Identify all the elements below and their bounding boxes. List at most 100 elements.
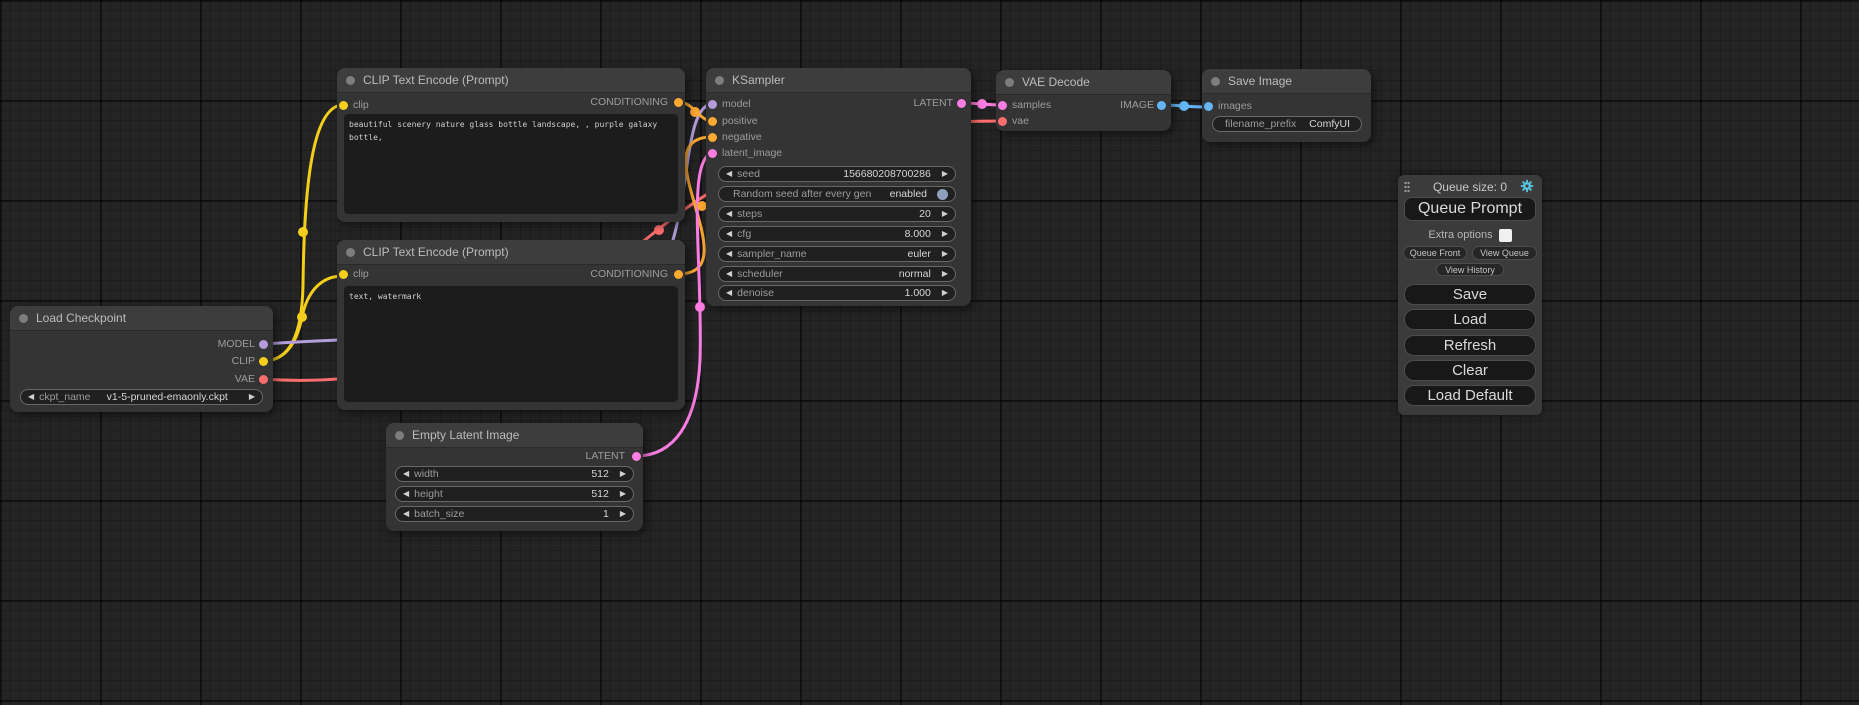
prompt-textarea[interactable]: beautiful scenery nature glass bottle la… xyxy=(344,114,678,214)
arrow-right-icon[interactable]: ▶ xyxy=(941,169,948,178)
widget-random-seed-toggle[interactable]: Random seed after every gen enabled xyxy=(718,186,956,202)
node-collapse-dot[interactable] xyxy=(1211,76,1220,86)
link-midpoint-dot xyxy=(977,99,987,109)
node-title-bar[interactable]: Save Image xyxy=(1202,69,1371,94)
output-port-conditioning[interactable] xyxy=(673,97,683,107)
node-empty-latent-image[interactable]: Empty Latent Image LATENT ◀ width 512 ▶ … xyxy=(386,423,643,531)
node-load-checkpoint[interactable]: Load Checkpoint MODEL CLIP VAE ◀ ckpt_na… xyxy=(10,306,273,412)
view-history-button[interactable]: View History xyxy=(1436,263,1504,276)
node-save-image[interactable]: Save Image images filename_prefix ComfyU… xyxy=(1202,69,1371,142)
widget-height[interactable]: ◀ height 512 ▶ xyxy=(395,486,634,502)
node-title-bar[interactable]: Empty Latent Image xyxy=(386,423,643,448)
input-port-vae[interactable] xyxy=(997,116,1007,126)
queue-prompt-button[interactable]: Queue Prompt xyxy=(1404,197,1536,221)
arrow-right-icon[interactable]: ▶ xyxy=(619,509,626,518)
output-port-conditioning[interactable] xyxy=(673,269,683,279)
prompt-textarea[interactable]: text, watermark xyxy=(344,286,678,402)
queue-panel[interactable]: Queue size: 0 Queue Prompt Extra options… xyxy=(1398,175,1542,415)
widget-value: 1.000 xyxy=(904,287,931,299)
node-title-bar[interactable]: Load Checkpoint xyxy=(10,306,273,331)
arrow-left-icon[interactable]: ◀ xyxy=(403,469,410,478)
load-button[interactable]: Load xyxy=(1404,309,1536,330)
input-port-latent-image[interactable] xyxy=(707,148,717,158)
node-title: Load Checkpoint xyxy=(36,311,127,325)
settings-gear-icon[interactable] xyxy=(1520,179,1534,193)
output-port-image[interactable] xyxy=(1156,100,1166,110)
output-port-vae[interactable] xyxy=(258,374,268,384)
widget-cfg[interactable]: ◀ cfg 8.000 ▶ xyxy=(718,226,956,242)
toggle-knob[interactable] xyxy=(937,188,948,200)
arrow-right-icon[interactable]: ▶ xyxy=(941,288,948,297)
node-title-bar[interactable]: VAE Decode xyxy=(996,70,1171,95)
arrow-left-icon[interactable]: ◀ xyxy=(726,169,733,178)
arrow-left-icon[interactable]: ◀ xyxy=(403,509,410,518)
arrow-right-icon[interactable]: ▶ xyxy=(619,489,626,498)
input-label-model: model xyxy=(722,98,751,110)
node-vae-decode[interactable]: VAE Decode samples vae IMAGE xyxy=(996,70,1171,131)
arrow-left-icon[interactable]: ◀ xyxy=(726,249,733,258)
node-collapse-dot[interactable] xyxy=(346,75,355,85)
clear-button[interactable]: Clear xyxy=(1404,360,1536,381)
node-title: Save Image xyxy=(1228,74,1293,88)
node-ksampler[interactable]: KSampler model positive negative latent_… xyxy=(706,68,971,306)
widget-denoise[interactable]: ◀ denoise 1.000 ▶ xyxy=(718,285,956,301)
arrow-right-icon[interactable]: ▶ xyxy=(941,249,948,258)
save-button[interactable]: Save xyxy=(1404,284,1536,305)
input-port-images[interactable] xyxy=(1203,101,1213,111)
node-clip-text-encode-positive[interactable]: CLIP Text Encode (Prompt) clip CONDITION… xyxy=(337,68,685,222)
extra-options-checkbox[interactable] xyxy=(1498,228,1512,242)
output-label-conditioning: CONDITIONING xyxy=(590,96,668,108)
node-collapse-dot[interactable] xyxy=(395,430,404,440)
node-title-bar[interactable]: CLIP Text Encode (Prompt) xyxy=(337,68,685,93)
widget-sampler-name[interactable]: ◀ sampler_name euler ▶ xyxy=(718,246,956,262)
arrow-right-icon[interactable]: ▶ xyxy=(941,269,948,278)
output-port-latent[interactable] xyxy=(631,451,641,461)
widget-steps[interactable]: ◀ steps 20 ▶ xyxy=(718,206,956,222)
link-midpoint-dot xyxy=(297,312,307,322)
input-port-negative[interactable] xyxy=(707,132,717,142)
arrow-left-icon[interactable]: ◀ xyxy=(726,269,733,278)
input-port-model[interactable] xyxy=(707,99,717,109)
widget-scheduler[interactable]: ◀ scheduler normal ▶ xyxy=(718,266,956,282)
load-default-button[interactable]: Load Default xyxy=(1404,385,1536,406)
arrow-right-icon[interactable]: ▶ xyxy=(941,229,948,238)
output-port-latent[interactable] xyxy=(956,98,966,108)
node-title-bar[interactable]: KSampler xyxy=(706,68,971,93)
widget-width[interactable]: ◀ width 512 ▶ xyxy=(395,466,634,482)
input-label-images: images xyxy=(1218,100,1252,112)
input-port-clip[interactable] xyxy=(338,100,348,110)
widget-value: 512 xyxy=(591,488,609,500)
widget-filename-prefix[interactable]: filename_prefix ComfyUI xyxy=(1212,116,1362,132)
queue-front-button[interactable]: Queue Front xyxy=(1403,246,1467,260)
node-collapse-dot[interactable] xyxy=(715,75,724,85)
arrow-right-icon[interactable]: ▶ xyxy=(941,209,948,218)
node-collapse-dot[interactable] xyxy=(19,313,28,323)
queue-panel-header[interactable]: Queue size: 0 xyxy=(1398,175,1542,197)
widget-seed[interactable]: ◀ seed 156680208700286 ▶ xyxy=(718,166,956,182)
view-queue-button[interactable]: View Queue xyxy=(1472,246,1537,260)
arrow-left-icon[interactable]: ◀ xyxy=(403,489,410,498)
widget-ckpt-name[interactable]: ◀ ckpt_name v1-5-pruned-emaonly.ckpt ▶ xyxy=(20,389,263,405)
arrow-right-icon[interactable]: ▶ xyxy=(619,469,626,478)
input-port-clip[interactable] xyxy=(338,269,348,279)
output-label-conditioning: CONDITIONING xyxy=(590,268,668,280)
refresh-button[interactable]: Refresh xyxy=(1404,335,1536,356)
arrow-left-icon[interactable]: ◀ xyxy=(726,288,733,297)
node-collapse-dot[interactable] xyxy=(346,247,355,257)
output-port-model[interactable] xyxy=(258,339,268,349)
output-port-clip[interactable] xyxy=(258,356,268,366)
arrow-left-icon[interactable]: ◀ xyxy=(726,229,733,238)
drag-handle-icon[interactable] xyxy=(1404,181,1410,194)
node-title-bar[interactable]: CLIP Text Encode (Prompt) xyxy=(337,240,685,265)
arrow-right-icon[interactable]: ▶ xyxy=(248,392,255,401)
node-clip-text-encode-negative[interactable]: CLIP Text Encode (Prompt) clip CONDITION… xyxy=(337,240,685,410)
input-port-positive[interactable] xyxy=(707,116,717,126)
input-port-samples[interactable] xyxy=(997,100,1007,110)
node-collapse-dot[interactable] xyxy=(1005,77,1014,87)
widget-label: batch_size xyxy=(414,508,465,520)
widget-value: enabled xyxy=(889,188,927,200)
arrow-left-icon[interactable]: ◀ xyxy=(726,209,733,218)
arrow-left-icon[interactable]: ◀ xyxy=(28,392,35,401)
widget-batch-size[interactable]: ◀ batch_size 1 ▶ xyxy=(395,506,634,522)
